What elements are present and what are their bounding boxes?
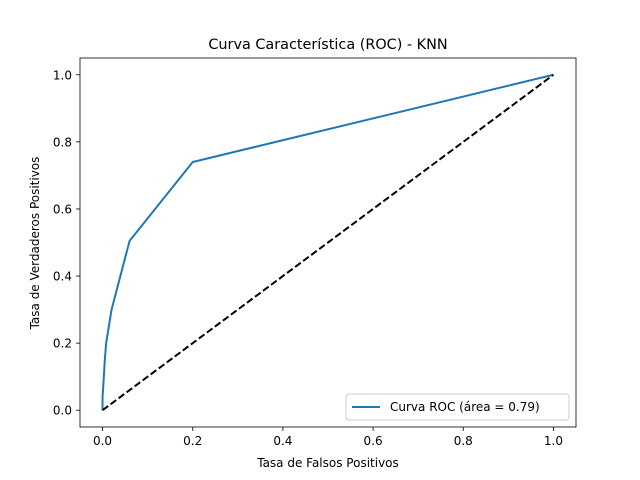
x-tick-label: 0.6 [364,434,383,448]
x-tick-label: 0.4 [273,434,292,448]
plot-frame [79,57,577,428]
y-tick-label: 0.8 [53,135,72,149]
x-axis-ticks: 0.0 0.2 0.4 0.6 0.8 1.0 [93,427,563,448]
legend: Curva ROC (área = 0.79) [345,393,570,421]
y-tick-label: 1.0 [53,68,72,82]
series-layer [101,73,555,412]
roc-curve-line [101,73,554,411]
y-tick-label: 0.0 [53,404,72,418]
x-tick-label: 0.8 [454,434,473,448]
y-tick-label: 0.4 [53,270,72,284]
legend-box [345,393,570,421]
y-axis-ticks: 0.0 0.2 0.4 0.6 0.8 1.0 [53,68,80,418]
y-axis-label: Tasa de Verdaderos Positivos [28,157,42,331]
chart-title: Curva Característica (ROC) - KNN [208,37,447,53]
legend-label: Curva ROC (área = 0.79) [390,400,540,414]
x-tick-label: 0.0 [93,434,112,448]
x-axis-label: Tasa de Falsos Positivos [256,456,399,470]
diagonal-reference-line [101,73,555,412]
x-tick-label: 0.2 [183,434,202,448]
y-tick-label: 0.6 [53,202,72,216]
x-tick-label: 1.0 [544,434,563,448]
y-tick-label: 0.2 [53,337,72,351]
